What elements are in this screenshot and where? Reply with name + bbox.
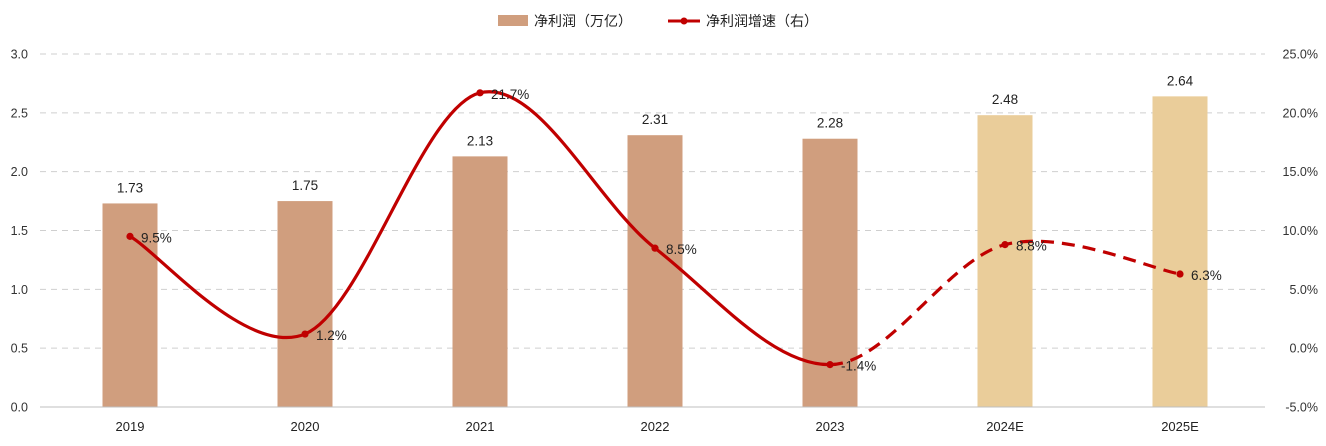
right-axis-tick-label: 5.0% (1290, 283, 1319, 297)
right-axis-tick-label: 25.0% (1283, 48, 1318, 62)
data-labels: 1.73 1.75 2.13 2.31 2.28 2.48 2.64 9.5% 1.2% 21.7… (117, 73, 1222, 373)
legend-line-marker (680, 17, 688, 25)
growth-point (1176, 270, 1184, 278)
left-axis-tick-label: 0.5 (11, 342, 28, 356)
bar (977, 115, 1033, 407)
right-axis-tick-label: 10.0% (1283, 224, 1318, 238)
legend-bar-swatch (498, 15, 528, 26)
growth-line-solid (128, 90, 832, 367)
x-axis-tick-label: 2025E (1161, 419, 1199, 434)
right-axis-tick-label: 20.0% (1283, 106, 1318, 120)
growth-point (126, 232, 134, 240)
left-axis-tick-label: 0.0 (11, 401, 28, 415)
bar-value-label: 2.31 (642, 112, 668, 127)
growth-point (301, 330, 309, 338)
growth-line-series (126, 89, 1184, 369)
bar (627, 135, 683, 407)
right-axis-tick-label: -5.0% (1285, 401, 1318, 415)
right-axis-tick-label: 0.0% (1290, 342, 1319, 356)
axes: 0.0 -5.0% 0.5 0.0% 1.0 5.0% 1.5 10.0% 2.0 15.0% 2.… (11, 48, 1318, 435)
growth-point (651, 244, 659, 252)
bar-value-label: 2.64 (1167, 73, 1194, 88)
left-axis-tick-label: 1.5 (11, 224, 28, 238)
bar (277, 201, 333, 407)
growth-value-label: -1.4% (841, 359, 876, 374)
growth-point (476, 89, 484, 97)
growth-value-label: 6.3% (1191, 268, 1222, 283)
growth-value-label: 21.7% (491, 87, 529, 102)
bar (1152, 96, 1208, 408)
x-axis-tick-label: 2020 (291, 419, 320, 434)
bar-value-label: 1.73 (117, 180, 143, 195)
growth-value-label: 1.2% (316, 328, 347, 343)
x-axis-tick-label: 2024E (986, 419, 1024, 434)
legend-line-label: 净利润增速（右） (706, 13, 818, 29)
x-axis-tick-label: 2019 (116, 419, 145, 434)
growth-value-label: 8.5% (666, 242, 697, 257)
right-axis-tick-label: 15.0% (1283, 165, 1318, 179)
legend-bar-label: 净利润（万亿） (534, 13, 632, 29)
growth-point (1001, 241, 1009, 249)
bar-value-label: 1.75 (292, 178, 318, 193)
left-axis-tick-label: 1.0 (11, 283, 28, 297)
x-axis-tick-label: 2022 (641, 419, 670, 434)
growth-value-label: 9.5% (141, 230, 172, 245)
left-axis-tick-label: 2.5 (11, 106, 28, 120)
left-axis-tick-label: 2.0 (11, 165, 28, 179)
growth-point (826, 361, 834, 369)
x-axis-tick-label: 2023 (816, 419, 845, 434)
legend: 净利润（万亿） 净利润增速（右） (498, 13, 818, 29)
growth-value-label: 8.8% (1016, 239, 1047, 254)
x-axis-tick-label: 2021 (466, 419, 495, 434)
bar-value-label: 2.28 (817, 116, 843, 131)
bar-value-label: 2.13 (467, 133, 493, 148)
bar (452, 156, 508, 407)
left-axis-tick-label: 3.0 (11, 48, 28, 62)
bar-value-label: 2.48 (992, 92, 1018, 107)
